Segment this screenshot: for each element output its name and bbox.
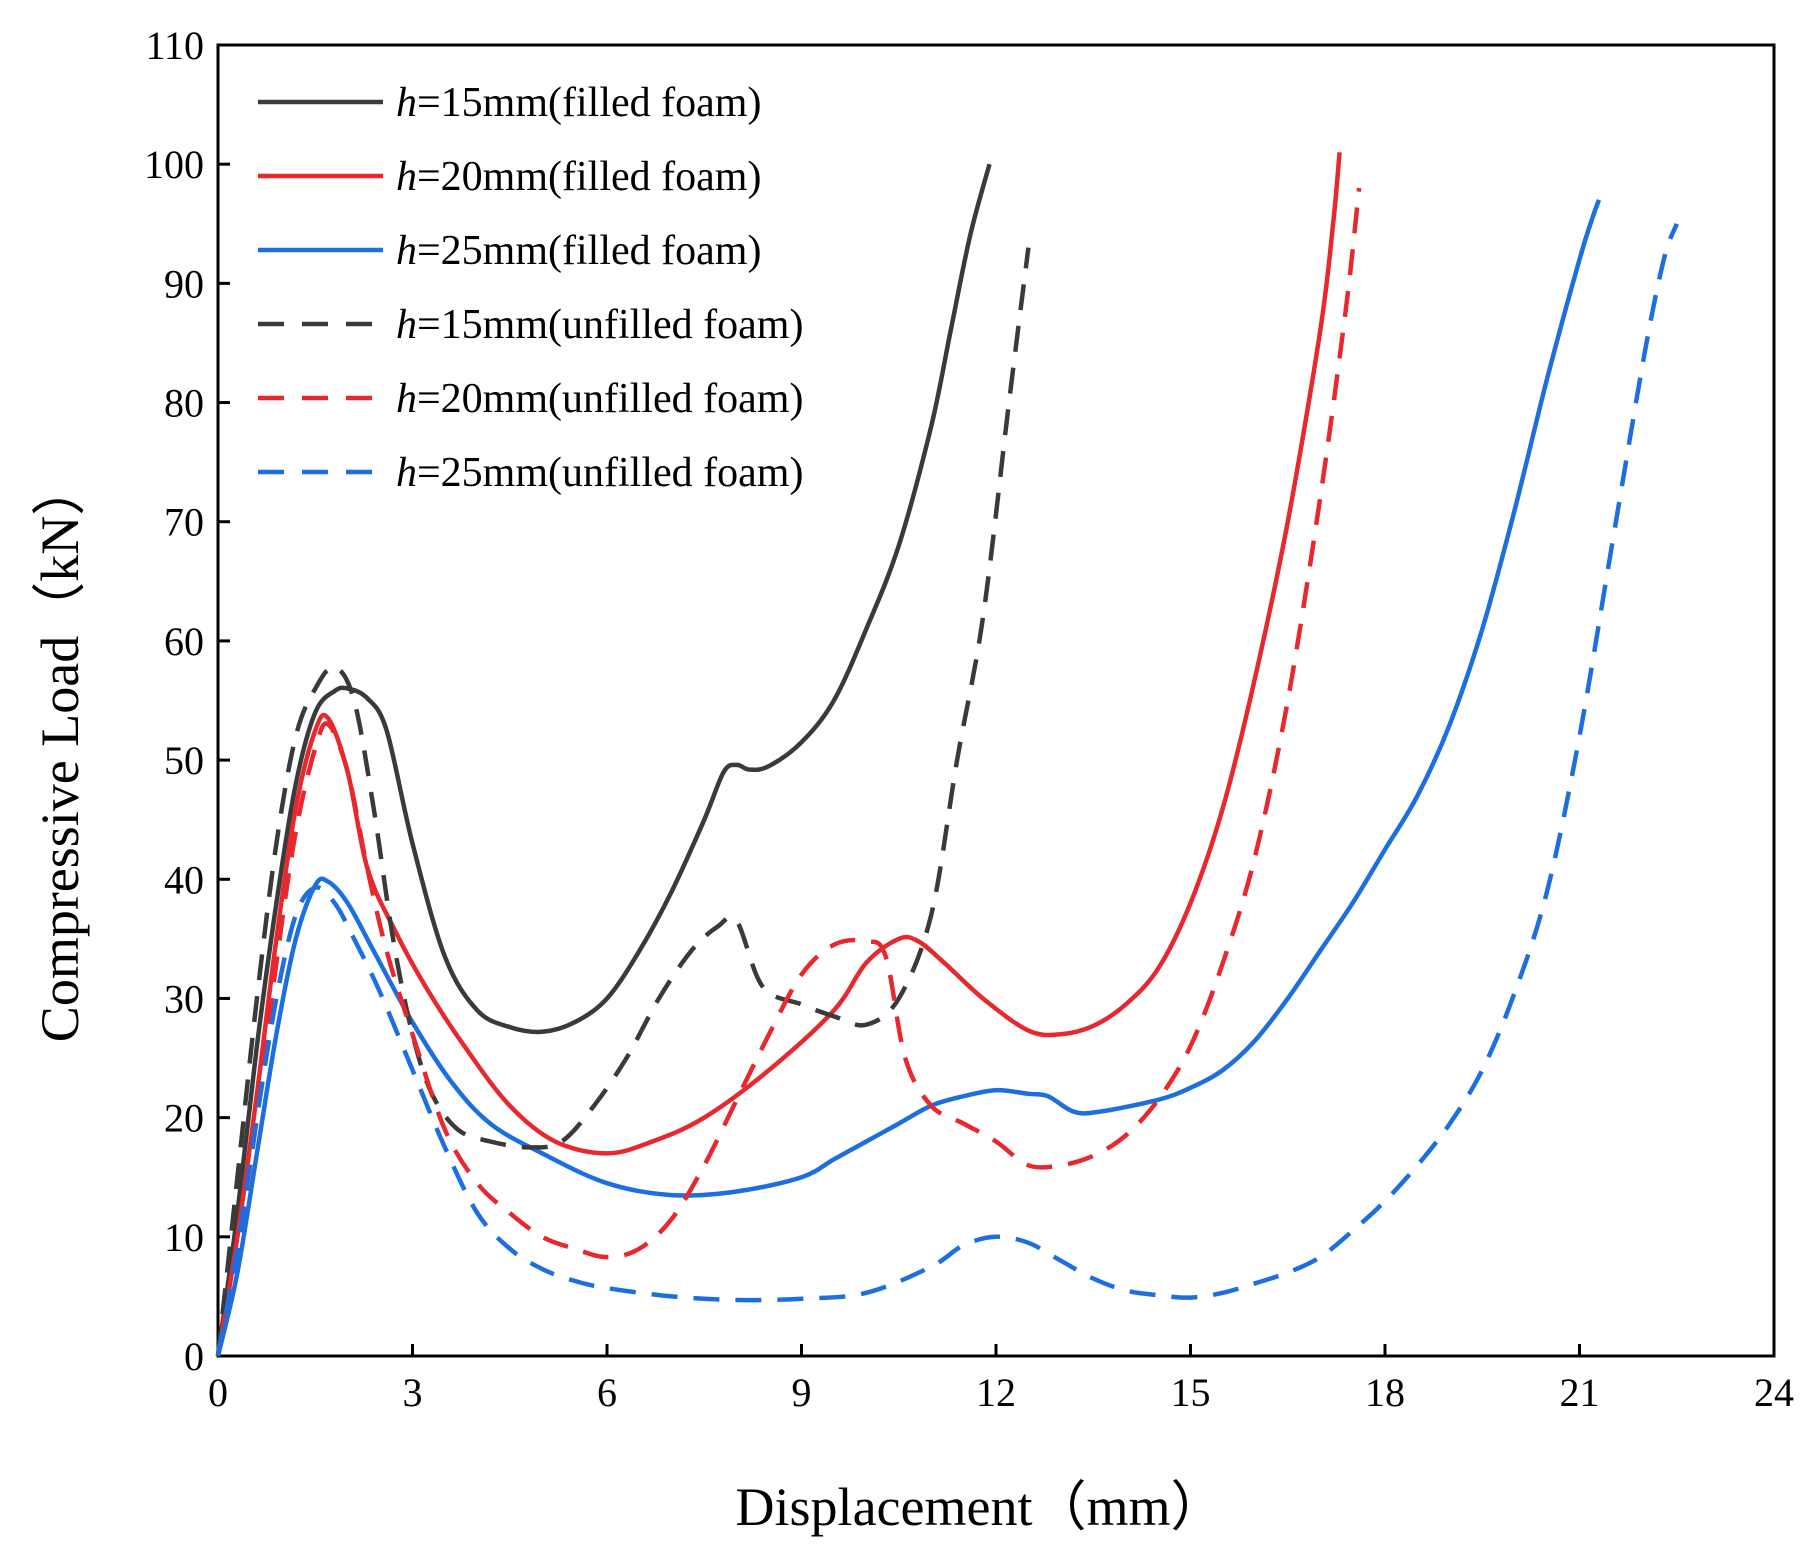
x-tick-label: 0	[208, 1370, 228, 1415]
legend-label-rest: =15mm(unfilled foam)	[417, 302, 803, 348]
legend-item: h=25mm(unfilled foam)	[258, 450, 803, 496]
y-axis-title: Compressive Load（kN）	[30, 462, 90, 1042]
series-line-4	[215, 247, 1031, 1357]
legend-label: h=20mm(filled foam)	[396, 154, 761, 200]
series-layer	[215, 152, 1679, 1357]
series-line-2	[215, 152, 1342, 1357]
x-tick-label: 15	[1171, 1370, 1211, 1415]
series-line-1	[215, 163, 992, 1357]
y-tick-label: 110	[145, 23, 204, 68]
legend-item: h=20mm(unfilled foam)	[258, 376, 803, 422]
legend-label-var: h	[396, 154, 417, 200]
y-tick-label: 70	[164, 500, 204, 545]
legend-item: h=20mm(filled foam)	[258, 154, 761, 200]
legend: h=15mm(filled foam)h=20mm(filled foam)h=…	[258, 80, 803, 496]
x-tick-label: 24	[1754, 1370, 1794, 1415]
legend-item: h=15mm(filled foam)	[258, 80, 761, 126]
y-tick-label: 10	[164, 1215, 204, 1260]
x-tick-label: 6	[597, 1370, 617, 1415]
y-tick-label: 80	[164, 381, 204, 426]
y-tick-label: 50	[164, 738, 204, 783]
legend-label-var: h	[396, 450, 417, 496]
x-tick-label: 12	[976, 1370, 1016, 1415]
legend-item: h=25mm(filled foam)	[258, 228, 761, 274]
y-tick-label: 90	[164, 261, 204, 306]
y-tick-label: 20	[164, 1096, 204, 1141]
legend-label-var: h	[396, 376, 417, 422]
x-axis-title: Displacement（mm）	[736, 1477, 1225, 1537]
x-tick-label: 3	[403, 1370, 423, 1415]
legend-label: h=15mm(unfilled foam)	[396, 302, 803, 348]
legend-label-rest: =20mm(filled foam)	[417, 154, 761, 200]
y-tick-label: 60	[164, 619, 204, 664]
legend-label-rest: =25mm(filled foam)	[417, 228, 761, 274]
y-tick-label: 30	[164, 976, 204, 1021]
series-line-3	[215, 199, 1602, 1357]
x-tick-label: 9	[792, 1370, 812, 1415]
legend-label: h=25mm(filled foam)	[396, 228, 761, 274]
legend-label-var: h	[396, 80, 417, 126]
y-tick-label: 100	[144, 142, 204, 187]
legend-label: h=20mm(unfilled foam)	[396, 376, 803, 422]
y-tick-label: 40	[164, 857, 204, 902]
legend-item: h=15mm(unfilled foam)	[258, 302, 803, 348]
x-tick-label: 18	[1365, 1370, 1405, 1415]
legend-label-var: h	[396, 302, 417, 348]
legend-label: h=25mm(unfilled foam)	[396, 450, 803, 496]
legend-label-rest: =25mm(unfilled foam)	[417, 450, 803, 496]
series-line-6	[215, 222, 1679, 1357]
legend-label: h=15mm(filled foam)	[396, 80, 761, 126]
legend-label-rest: =15mm(filled foam)	[417, 80, 761, 126]
legend-label-var: h	[396, 228, 417, 274]
y-tick-label: 0	[184, 1334, 204, 1379]
axes: 0 3 6 9 12 15 18 21 24 0 10 20 30 40 50 60 70 80 90 100 110	[144, 23, 1794, 1415]
x-tick-label: 21	[1560, 1370, 1600, 1415]
series-line-5	[215, 187, 1362, 1357]
legend-label-rest: =20mm(unfilled foam)	[417, 376, 803, 422]
